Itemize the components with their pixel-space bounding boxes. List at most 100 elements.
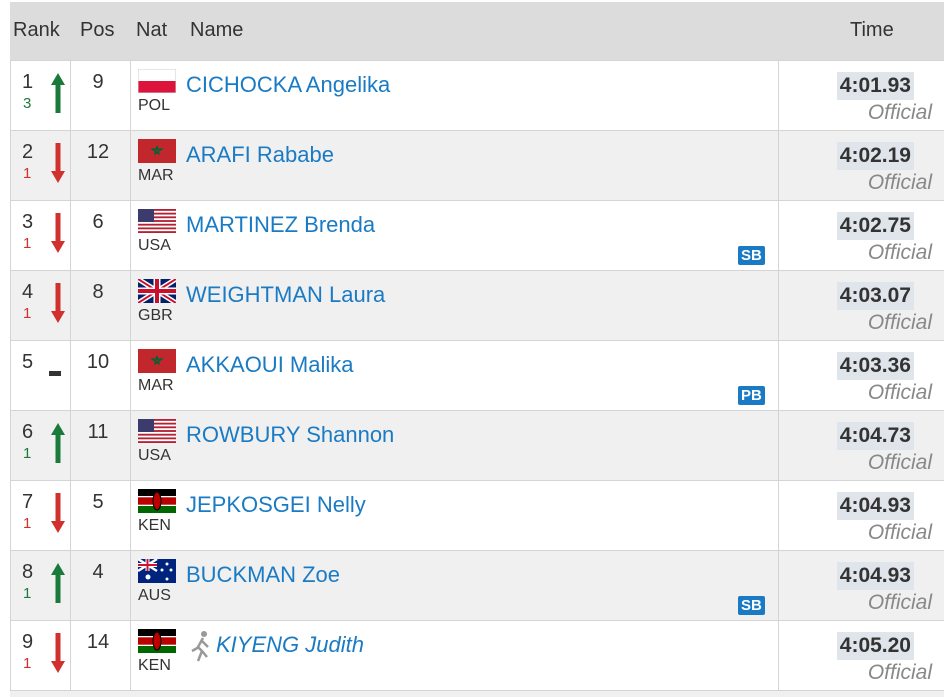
column-divider (10, 551, 11, 621)
athlete-name[interactable]: BUCKMAN Zoe (186, 562, 341, 587)
column-divider (70, 411, 71, 481)
athlete-name[interactable]: WEIGHTMAN Laura (186, 282, 386, 307)
flag (138, 349, 176, 373)
rank: 5 (22, 351, 34, 373)
header-nat[interactable]: Nat (136, 19, 168, 41)
record-badge: PB (738, 386, 765, 405)
result-row: 8 1 4 AUS BUCKMAN Zoe SB 4:04.93 Official (10, 550, 944, 621)
column-divider (778, 481, 779, 551)
column-divider (70, 481, 71, 551)
arrow-down (51, 493, 65, 533)
flag (138, 489, 176, 513)
column-divider (10, 341, 11, 411)
rank: 4 (22, 281, 34, 303)
position: 5 (92, 491, 104, 513)
flag (138, 209, 176, 233)
athlete-name[interactable]: JEPKOSGEI Nelly (186, 492, 366, 517)
position: 11 (87, 421, 109, 443)
arrow-down (51, 143, 65, 183)
column-divider (130, 201, 131, 271)
rank: 2 (22, 141, 34, 163)
column-divider (70, 201, 71, 271)
arrow-up (51, 73, 65, 113)
position: 10 (86, 351, 110, 373)
time: 4:02.75 (836, 212, 914, 240)
position: 8 (92, 281, 104, 303)
arrow-up (51, 563, 65, 603)
column-divider (70, 341, 71, 411)
record-badge: SB (738, 596, 765, 615)
column-divider (130, 481, 131, 551)
rank-change: 1 (23, 305, 32, 322)
header-pos[interactable]: Pos (80, 19, 115, 41)
rank-change: 1 (23, 235, 32, 252)
column-divider (10, 411, 11, 481)
country-code: MAR (138, 167, 174, 184)
athlete-name[interactable]: KIYENG Judith (216, 632, 364, 657)
column-divider (10, 481, 11, 551)
column-divider (130, 341, 131, 411)
rank-change: 1 (23, 515, 32, 532)
column-divider (778, 551, 779, 621)
column-divider (130, 61, 131, 131)
column-divider (130, 131, 131, 201)
column-divider (70, 271, 71, 341)
athlete-name[interactable]: CICHOCKA Angelika (186, 72, 391, 97)
time: 4:03.07 (836, 282, 914, 310)
next-row (10, 690, 944, 697)
record-badge: SB (738, 246, 765, 265)
column-divider (10, 271, 11, 341)
status: Official (867, 241, 932, 264)
athlete-name[interactable]: MARTINEZ Brenda (186, 212, 376, 237)
position: 14 (86, 631, 110, 653)
column-divider (10, 201, 11, 271)
column-divider (130, 621, 131, 691)
position: 4 (92, 561, 104, 583)
rank-change: 1 (23, 585, 32, 602)
column-divider (70, 551, 71, 621)
country-code: MAR (138, 377, 174, 394)
flag (138, 69, 176, 93)
status: Official (867, 101, 932, 124)
header-rank[interactable]: Rank (13, 19, 60, 41)
rank: 7 (22, 491, 34, 513)
time: 4:04.93 (836, 492, 914, 520)
result-row: 1 3 9 POL CICHOCKA Angelika 4:01.93 Official (10, 60, 944, 131)
athlete-name[interactable]: AKKAOUI Malika (186, 352, 354, 377)
flag (138, 279, 176, 303)
position: 6 (92, 211, 104, 233)
status: Official (867, 381, 932, 404)
position: 9 (92, 71, 104, 93)
country-code: KEN (138, 657, 171, 674)
country-code: KEN (138, 517, 171, 534)
column-divider (130, 411, 131, 481)
time: 4:02.19 (836, 142, 914, 170)
time: 4:05.20 (836, 632, 914, 660)
column-divider (70, 61, 71, 131)
status: Official (867, 591, 932, 614)
header-name[interactable]: Name (190, 19, 244, 41)
status: Official (867, 311, 932, 334)
athlete-name[interactable]: ROWBURY Shannon (186, 422, 395, 447)
column-divider (10, 131, 11, 201)
country-code: GBR (138, 307, 173, 324)
column-divider (778, 621, 779, 691)
rank: 6 (22, 421, 34, 443)
header-time[interactable]: Time (850, 19, 894, 41)
column-divider (778, 61, 779, 131)
time: 4:04.93 (836, 562, 914, 590)
column-divider (10, 621, 11, 691)
position: 12 (86, 141, 110, 163)
column-divider (130, 551, 131, 621)
column-divider (10, 61, 11, 131)
time: 4:04.73 (836, 422, 914, 450)
status: Official (867, 661, 932, 684)
arrow-down (51, 213, 65, 253)
rank-change: 3 (23, 95, 32, 112)
athlete-name[interactable]: ARAFI Rababe (186, 142, 334, 167)
country-code: USA (138, 237, 171, 254)
column-divider (130, 271, 131, 341)
column-divider (778, 201, 779, 271)
result-row: 2 1 12 MAR ARAFI Rababe 4:02.19 Official (10, 130, 944, 201)
